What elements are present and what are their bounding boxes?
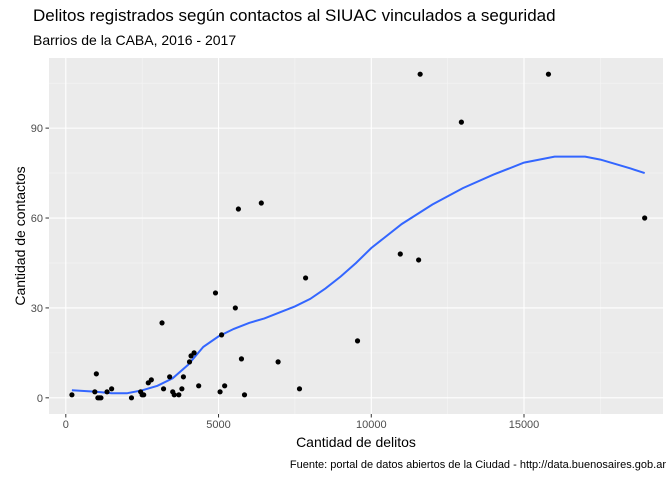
data-point xyxy=(258,200,264,206)
data-point xyxy=(241,392,248,398)
data-point xyxy=(302,275,309,281)
data-point xyxy=(416,257,422,263)
data-point xyxy=(222,383,228,389)
y-tick-labels: 0 30 60 90 xyxy=(31,123,43,405)
chart-subtitle: Barrios de la CABA, 2016 - 2017 xyxy=(33,32,237,48)
data-point xyxy=(180,374,187,380)
data-point xyxy=(159,320,165,326)
data-point xyxy=(545,71,552,77)
data-point xyxy=(167,374,173,380)
data-point xyxy=(354,338,361,344)
y-tick-label: 0 xyxy=(37,393,43,405)
y-axis-title: Cantidad de contactos xyxy=(12,166,28,305)
data-point xyxy=(275,359,281,365)
data-point xyxy=(141,392,147,398)
data-point xyxy=(171,392,177,398)
data-point xyxy=(191,350,197,356)
y-tick-label: 90 xyxy=(31,123,43,135)
data-point xyxy=(397,251,403,257)
chart-caption: Fuente: portal de datos abiertos de la C… xyxy=(289,459,666,471)
data-point xyxy=(235,206,241,212)
data-point xyxy=(128,395,135,401)
data-point xyxy=(238,356,245,362)
data-point xyxy=(176,392,182,398)
data-point xyxy=(232,305,238,311)
data-point xyxy=(179,386,185,392)
data-points xyxy=(69,71,648,401)
x-tick-labels: 0 5000 10000 15000 xyxy=(63,419,540,431)
data-point xyxy=(160,386,167,392)
x-tick-label: 15000 xyxy=(509,419,540,431)
data-point xyxy=(148,377,154,383)
data-point xyxy=(69,392,75,398)
data-point xyxy=(417,71,423,77)
x-tick-label: 10000 xyxy=(356,419,387,431)
data-point xyxy=(92,389,98,395)
data-point xyxy=(217,389,223,395)
data-point xyxy=(296,386,303,392)
y-tick-label: 30 xyxy=(31,303,43,315)
data-point xyxy=(196,383,202,389)
data-point xyxy=(218,332,225,338)
data-point xyxy=(104,389,110,395)
x-tick-label: 0 xyxy=(63,419,69,431)
data-point xyxy=(212,290,219,296)
plot-panel xyxy=(49,58,663,414)
data-point xyxy=(458,119,464,125)
x-tick-label: 5000 xyxy=(206,419,230,431)
data-point xyxy=(186,359,193,365)
chart-title: Delitos registrados según contactos al S… xyxy=(33,6,556,25)
data-point xyxy=(109,386,115,392)
grid-major xyxy=(49,58,663,414)
x-axis-title: Cantidad de delitos xyxy=(296,434,416,450)
data-point xyxy=(93,371,99,377)
data-point xyxy=(642,215,648,221)
axis-ticks xyxy=(45,127,525,418)
smooth-trend-line xyxy=(71,155,646,395)
y-tick-label: 60 xyxy=(31,213,43,225)
data-point xyxy=(98,395,104,401)
